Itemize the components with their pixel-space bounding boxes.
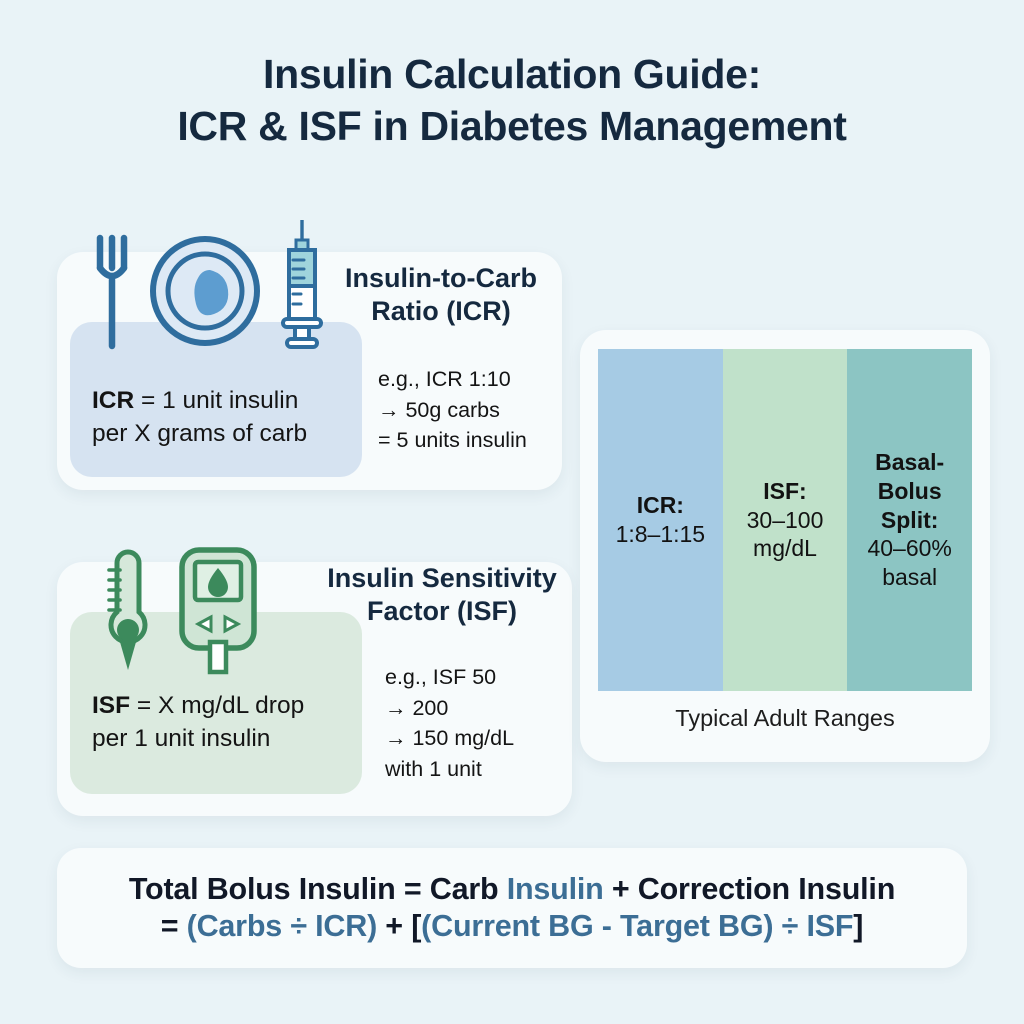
isf-example-line1: e.g., ISF 50 <box>385 665 497 689</box>
formula-l1-highlight-insulin: Insulin <box>506 872 604 906</box>
isf-definition-text: ISF = X mg/dL drop per 1 unit insulin <box>92 690 304 755</box>
ranges-caption: Typical Adult Ranges <box>675 705 895 731</box>
icr-heading: Insulin-to-Carb Ratio (ICR) <box>345 263 537 327</box>
formula-l2-bracket-close: ] <box>853 909 864 943</box>
formula-l2-carbs-icr: Carbs ÷ ICR <box>196 909 368 943</box>
range-band-icr: ICR: 1:8–1:15 <box>598 349 723 691</box>
plate-with-food-icon <box>146 232 264 350</box>
range-band-basal-bolus-value: 40–60% basal <box>867 535 952 591</box>
icr-definition-line1: = 1 unit insulin <box>134 387 299 414</box>
typical-adult-ranges-panel: ICR: 1:8–1:15 ISF: 30–100 mg/dL Basal-Bo… <box>580 330 990 762</box>
icr-definition-text: ICR = 1 unit insulin per X grams of carb <box>92 385 307 450</box>
range-band-icr-label: ICR: <box>636 492 684 519</box>
isf-example-line2: → 200 <box>385 695 449 720</box>
formula-line-1: Total Bolus Insulin = Carb Insulin + Cor… <box>129 872 895 907</box>
icr-example-line2: → 50g carbs <box>378 397 500 422</box>
isf-example-text: e.g., ISF 50 → 200 → 150 mg/dL with 1 un… <box>385 662 514 784</box>
isf-definition-line1: = X mg/dL drop <box>130 692 305 719</box>
icr-example-text: e.g., ICR 1:10 → 50g carbs = 5 units ins… <box>378 364 527 456</box>
formula-l2-open-paren-2: ( <box>421 909 432 943</box>
icr-icon-group <box>92 220 326 350</box>
formula-l2-bg-expression: Current BG - Target BG <box>431 909 764 943</box>
isf-term: ISF <box>92 692 131 719</box>
icr-example-line1: e.g., ICR 1:10 <box>378 367 511 391</box>
isf-icon-group <box>96 546 262 676</box>
formula-line-2: = (Carbs ÷ ICR) + [(Current BG - Target … <box>161 909 864 944</box>
icr-term: ICR <box>92 387 135 414</box>
page-title: Insulin Calculation Guide: ICR & ISF in … <box>0 48 1024 153</box>
range-band-basal-bolus-label: Basal-Bolus Split: <box>875 448 945 533</box>
icr-example-line3: = 5 units insulin <box>378 428 527 453</box>
syringe-icon <box>278 220 326 350</box>
thermometer-icon <box>96 546 160 676</box>
isf-example-line3: → 150 mg/dL <box>385 726 515 751</box>
title-line-2: ICR & ISF in Diabetes Management <box>177 103 847 150</box>
isf-heading: Insulin Sensitivity Factor (ISF) <box>327 563 557 627</box>
formula-l1-part2: + Correction Insulin <box>603 872 896 906</box>
formula-l2-open-paren: ( <box>186 909 197 943</box>
formula-l2-equals: = <box>160 909 187 943</box>
total-bolus-formula-panel: Total Bolus Insulin = Carb Insulin + Cor… <box>57 848 967 968</box>
range-band-icr-value: 1:8–1:15 <box>615 521 706 547</box>
glucose-meter-icon <box>174 546 262 676</box>
formula-l1-part1: Total Bolus Insulin = Carb <box>128 872 507 906</box>
range-band-isf-value: 30–100 mg/dL <box>746 506 824 562</box>
formula-l2-bracket-open: [ <box>411 909 422 943</box>
formula-l2-close-paren-2: ) <box>763 909 774 943</box>
fork-icon <box>92 234 132 350</box>
formula-l2-divide-isf: ÷ ISF <box>773 909 854 943</box>
range-band-isf: ISF: 30–100 mg/dL <box>722 349 848 691</box>
title-line-1: Insulin Calculation Guide: <box>263 51 761 97</box>
icr-definition-line2: per X grams of carb <box>92 419 308 447</box>
card-insulin-sensitivity-factor <box>57 562 572 816</box>
isf-definition-line2: per 1 unit insulin <box>92 724 271 752</box>
range-band-isf-label: ISF: <box>763 477 807 504</box>
range-bands: ICR: 1:8–1:15 ISF: 30–100 mg/dL Basal-Bo… <box>598 349 972 691</box>
formula-l2-plus: + <box>377 909 412 943</box>
formula-l2-close-paren: ) <box>367 909 378 943</box>
isf-example-line4: with 1 unit <box>385 756 482 781</box>
range-band-basal-bolus: Basal-Bolus Split: 40–60% basal <box>847 349 972 691</box>
